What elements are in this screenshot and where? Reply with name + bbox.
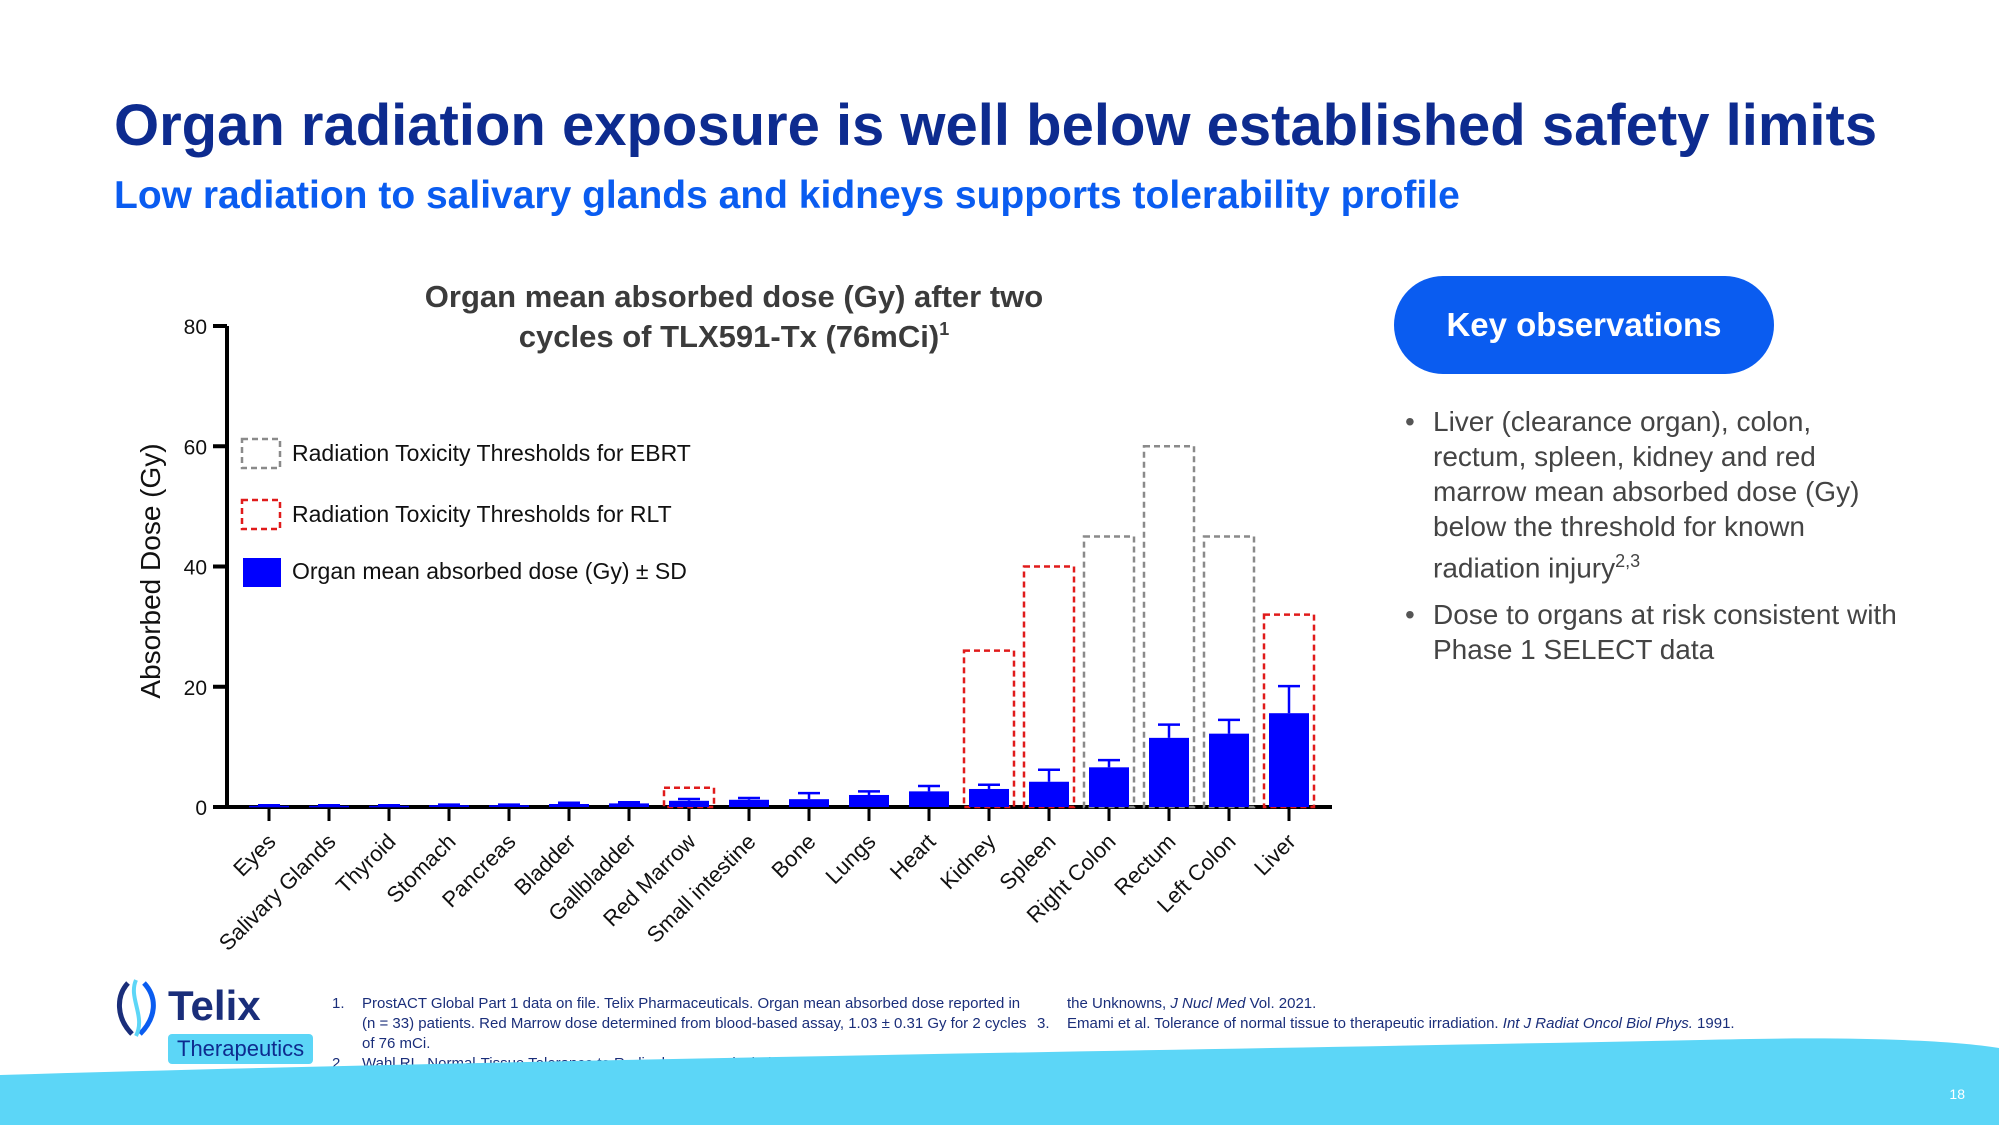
footnote-text: Emami et al. Tolerance of normal tissue … <box>1067 1015 1503 1032</box>
journal-name: J Nucl Med <box>1170 995 1246 1012</box>
legend-swatch <box>243 558 281 587</box>
observation-sup: 2,3 <box>1615 551 1641 571</box>
chart-title-sup: 1 <box>939 319 949 339</box>
dose-bar <box>609 803 649 807</box>
dose-bar <box>729 799 769 807</box>
footnote-number: 3. <box>1037 1015 1050 1032</box>
footnote-text: ProstACT Global Part 1 data on file. Tel… <box>362 995 1027 1052</box>
dose-bar <box>1149 737 1189 807</box>
dose-bar <box>789 799 829 807</box>
page-number: 18 <box>1949 1086 1965 1102</box>
dose-bar <box>1209 733 1249 807</box>
dose-bar <box>1089 767 1129 807</box>
dose-bar <box>429 805 469 807</box>
observation-item: Liver (clearance organ), colon, rectum, … <box>1405 404 1905 585</box>
footnote-number: 1. <box>332 995 345 1012</box>
observation-text: Dose to organs at risk consistent with P… <box>1433 599 1897 666</box>
x-tick-label: Lungs <box>820 829 880 889</box>
journal-name: Int J Radiat Oncol Biol Phys. <box>1502 1015 1693 1032</box>
dose-bar <box>369 805 409 808</box>
y-tick-label: 20 <box>184 677 207 700</box>
page-subtitle: Low radiation to salivary glands and kid… <box>114 174 1460 217</box>
observation-item: Dose to organs at risk consistent with P… <box>1405 597 1905 667</box>
legend-label: Organ mean absorbed dose (Gy) ± SD <box>292 558 687 584</box>
y-tick-label: 40 <box>184 557 207 580</box>
dose-bar <box>1269 713 1309 807</box>
dose-bar <box>549 803 589 807</box>
legend-swatch <box>240 437 282 470</box>
telix-logo: Telix Therapeutics <box>114 978 334 1074</box>
legend-swatch <box>240 498 282 531</box>
dose-bar <box>909 791 949 807</box>
y-axis-label: Absorbed Dose (Gy) <box>135 443 166 698</box>
footnote-continued: the Unknowns, J Nucl Med Vol. 2021. <box>1037 994 1737 1014</box>
logo-wordmark: Telix <box>168 982 261 1029</box>
page-title: Organ radiation exposure is well below e… <box>114 93 1878 158</box>
dose-bar <box>1029 781 1069 807</box>
observations-list: Liver (clearance organ), colon, rectum, … <box>1405 404 1905 679</box>
footnote: 3. Emami et al. Tolerance of normal tissu… <box>1037 1014 1737 1034</box>
y-tick-label: 80 <box>184 316 207 339</box>
x-tick-label: Heart <box>885 829 941 885</box>
dose-bar <box>849 794 889 807</box>
footnote-text: Vol. 2021. <box>1245 995 1317 1012</box>
chart-title-line2-text: cycles of TLX591-Tx (76mCi) <box>519 319 939 354</box>
dose-bar <box>249 805 289 808</box>
x-tick-label: Bone <box>767 829 821 883</box>
rlt-threshold-bar <box>1262 613 1316 809</box>
footnotes-col2: the Unknowns, J Nucl Med Vol. 2021. 3. Em… <box>1037 994 1737 1034</box>
chart-title-line1: Organ mean absorbed dose (Gy) after two <box>425 279 1043 314</box>
helix-icon <box>117 979 156 1037</box>
dose-bar <box>309 805 349 808</box>
footnote-text: 1991. <box>1692 1015 1735 1032</box>
y-tick-label: 0 <box>195 797 207 820</box>
dose-bar <box>969 788 1009 807</box>
key-observations-pill: Key observations <box>1394 276 1774 374</box>
x-tick-label: Small intestine <box>642 829 761 948</box>
chart-title-line2: cycles of TLX591-Tx (76mCi)1 <box>519 319 949 354</box>
y-tick-label: 60 <box>184 436 207 459</box>
x-tick-label: Kidney <box>935 829 1000 894</box>
legend-label: Radiation Toxicity Thresholds for RLT <box>292 501 672 527</box>
footnote: 1. ProstACT Global Part 1 data on file. T… <box>332 994 1032 1054</box>
x-tick-label: Eyes <box>228 829 280 881</box>
legend-label: Radiation Toxicity Thresholds for EBRT <box>292 440 691 466</box>
x-tick-label: Liver <box>1249 829 1300 880</box>
logo-tagline: Therapeutics <box>168 1034 314 1064</box>
footnote-text: the Unknowns, <box>1067 995 1171 1012</box>
observation-text: Liver (clearance organ), colon, rectum, … <box>1433 406 1860 584</box>
footer-wave <box>0 1038 1999 1125</box>
chart-legend: Radiation Toxicity Thresholds for EBRT Ra… <box>240 437 691 587</box>
dose-bar <box>669 800 709 807</box>
dose-bar <box>489 805 529 807</box>
